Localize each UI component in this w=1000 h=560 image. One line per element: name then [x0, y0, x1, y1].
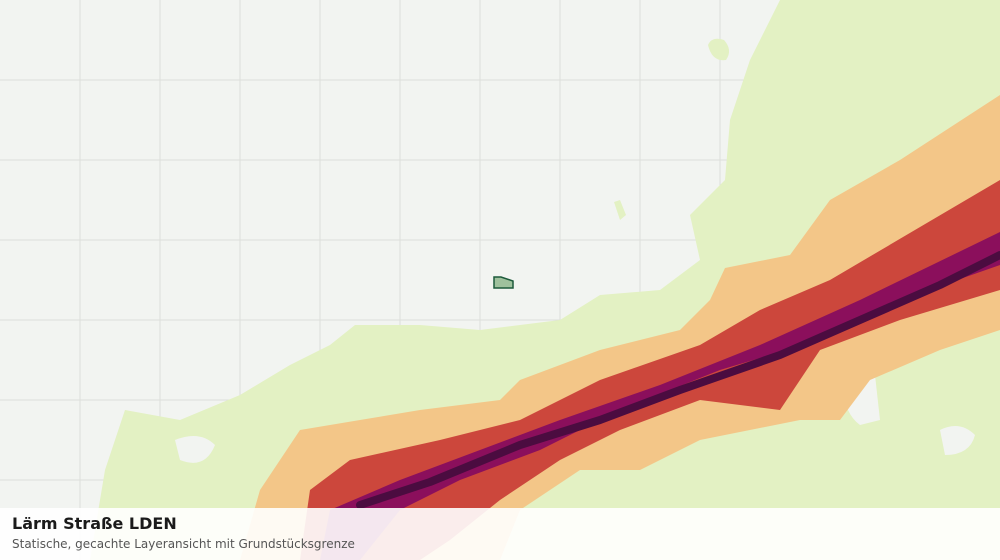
noise-layer [90, 0, 1000, 560]
noise-band-low [708, 38, 730, 61]
noise-band-low [614, 200, 626, 220]
noise-gap [940, 426, 975, 455]
caption-title: Lärm Straße LDEN [12, 514, 177, 533]
caption-panel [0, 508, 1000, 560]
noise-band-peak [356, 251, 1000, 509]
noise-gap [175, 436, 215, 463]
parcel-boundary[interactable] [493, 276, 514, 289]
noise-band-very-high [320, 232, 1000, 560]
caption-subtitle: Statische, gecachte Layeransicht mit Gru… [12, 537, 355, 551]
